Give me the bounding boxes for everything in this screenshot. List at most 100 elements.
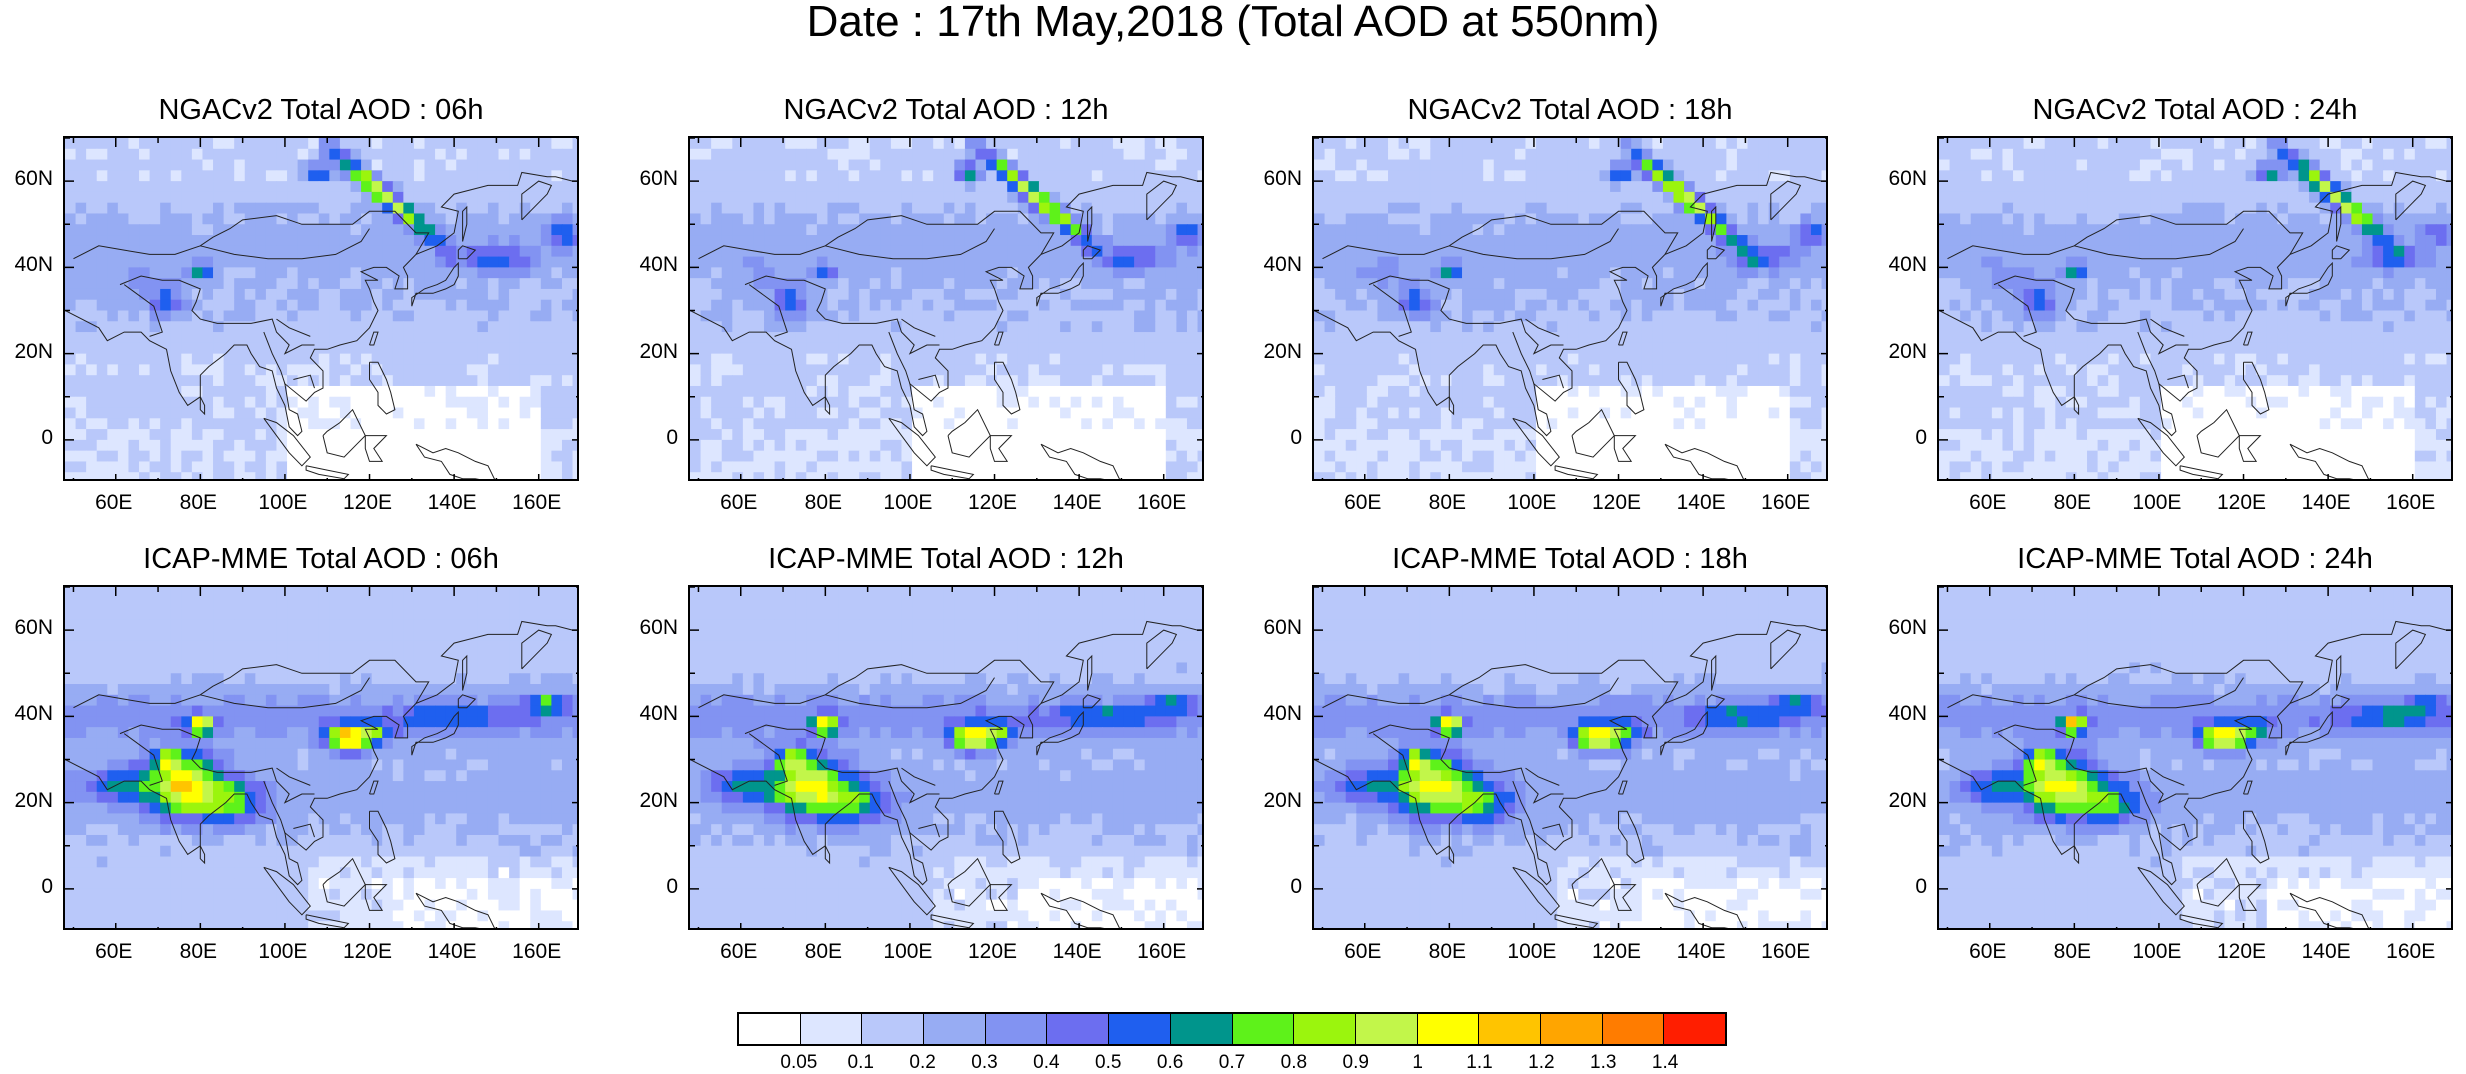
colorbar-swatch: [986, 1014, 1048, 1044]
y-tick-label: 40N: [618, 702, 678, 726]
colorbar-swatch: [862, 1014, 924, 1044]
x-tick-label: 100E: [1507, 491, 1556, 515]
y-tick-label: 40N: [0, 702, 53, 726]
y-tick-label: 60N: [618, 616, 678, 640]
y-tick-label: 20N: [618, 340, 678, 364]
x-tick-label: 120E: [343, 940, 392, 964]
x-tick-label: 140E: [1053, 940, 1102, 964]
x-tick-label: 120E: [1592, 940, 1641, 964]
y-tick-label: 20N: [0, 789, 53, 813]
x-tick-label: 140E: [2302, 491, 2351, 515]
aod-map-icap-18h: [1312, 585, 1828, 930]
y-tick-label: 40N: [1242, 702, 1302, 726]
x-tick-label: 120E: [2217, 491, 2266, 515]
y-tick-label: 0: [1242, 875, 1302, 899]
x-tick-label: 160E: [1137, 491, 1186, 515]
aod-field: [1939, 587, 2453, 930]
colorbar-swatch: [1171, 1014, 1233, 1044]
colorbar-swatch: [1664, 1014, 1725, 1044]
y-tick-label: 20N: [1242, 789, 1302, 813]
x-tick-label: 160E: [1761, 491, 1810, 515]
colorbar-swatch: [801, 1014, 863, 1044]
x-tick-label: 80E: [805, 491, 842, 515]
y-tick-label: 60N: [1867, 616, 1927, 640]
x-tick-label: 100E: [883, 491, 932, 515]
aod-field: [1939, 138, 2453, 481]
y-tick-label: 60N: [0, 616, 53, 640]
x-tick-label: 160E: [512, 491, 561, 515]
aod-map-icap-24h: [1937, 585, 2453, 930]
y-tick-label: 40N: [1242, 253, 1302, 277]
y-tick-label: 0: [618, 426, 678, 450]
x-tick-label: 100E: [1507, 940, 1556, 964]
panel-title: ICAP-MME Total AOD : 18h: [1272, 543, 1868, 575]
figure-title: Date : 17th May,2018 (Total AOD at 550nm…: [0, 0, 2466, 44]
x-tick-label: 80E: [1429, 491, 1466, 515]
aod-map-ngac-12h: [688, 136, 1204, 481]
colorbar-swatch: [1479, 1014, 1541, 1044]
x-tick-label: 140E: [428, 940, 477, 964]
panel-title: ICAP-MME Total AOD : 06h: [23, 543, 619, 575]
aod-map-ngac-06h: [63, 136, 579, 481]
y-tick-label: 20N: [1242, 340, 1302, 364]
x-tick-label: 140E: [428, 491, 477, 515]
panel-title: ICAP-MME Total AOD : 12h: [648, 543, 1244, 575]
y-tick-label: 40N: [0, 253, 53, 277]
x-tick-label: 140E: [1053, 491, 1102, 515]
y-tick-label: 0: [1242, 426, 1302, 450]
aod-map-icap-06h: [63, 585, 579, 930]
x-tick-label: 80E: [805, 940, 842, 964]
y-tick-label: 0: [0, 875, 53, 899]
y-tick-label: 0: [618, 875, 678, 899]
colorbar-swatch: [1356, 1014, 1418, 1044]
x-tick-label: 60E: [1969, 491, 2006, 515]
y-tick-label: 40N: [618, 253, 678, 277]
x-tick-label: 160E: [1761, 940, 1810, 964]
y-tick-label: 60N: [1867, 167, 1927, 191]
aod-map-ngac-18h: [1312, 136, 1828, 481]
colorbar-swatch: [924, 1014, 986, 1044]
x-tick-label: 60E: [95, 940, 132, 964]
y-tick-label: 60N: [618, 167, 678, 191]
x-tick-label: 100E: [2132, 940, 2181, 964]
x-tick-label: 60E: [720, 491, 757, 515]
aod-map-ngac-24h: [1937, 136, 2453, 481]
x-tick-label: 140E: [1677, 940, 1726, 964]
x-tick-label: 120E: [2217, 940, 2266, 964]
x-tick-label: 60E: [95, 491, 132, 515]
aod-field: [65, 587, 579, 930]
colorbar-swatch: [1233, 1014, 1295, 1044]
aod-colorbar: [737, 1012, 1727, 1046]
x-tick-label: 160E: [2386, 940, 2435, 964]
x-tick-label: 80E: [180, 491, 217, 515]
y-tick-label: 20N: [1867, 340, 1927, 364]
aod-map-icap-12h: [688, 585, 1204, 930]
x-tick-label: 120E: [343, 491, 392, 515]
colorbar-swatch: [1109, 1014, 1171, 1044]
y-tick-label: 60N: [1242, 616, 1302, 640]
aod-field: [65, 138, 579, 481]
x-tick-label: 100E: [883, 940, 932, 964]
panel-title: ICAP-MME Total AOD : 24h: [1897, 543, 2466, 575]
y-tick-label: 40N: [1867, 253, 1927, 277]
colorbar-swatch: [1418, 1014, 1480, 1044]
x-tick-label: 60E: [1969, 940, 2006, 964]
y-tick-label: 0: [1867, 426, 1927, 450]
x-tick-label: 60E: [1344, 491, 1381, 515]
x-tick-label: 80E: [2054, 940, 2091, 964]
x-tick-label: 160E: [512, 940, 561, 964]
x-tick-label: 100E: [258, 940, 307, 964]
colorbar-swatch: [739, 1014, 801, 1044]
x-tick-label: 160E: [1137, 940, 1186, 964]
aod-field: [690, 587, 1204, 930]
y-tick-label: 20N: [618, 789, 678, 813]
y-tick-label: 40N: [1867, 702, 1927, 726]
y-tick-label: 20N: [0, 340, 53, 364]
y-tick-label: 20N: [1867, 789, 1927, 813]
panel-title: NGACv2 Total AOD : 12h: [648, 94, 1244, 126]
y-tick-label: 60N: [1242, 167, 1302, 191]
x-tick-label: 60E: [1344, 940, 1381, 964]
x-tick-label: 120E: [968, 940, 1017, 964]
y-tick-label: 0: [1867, 875, 1927, 899]
y-tick-label: 60N: [0, 167, 53, 191]
